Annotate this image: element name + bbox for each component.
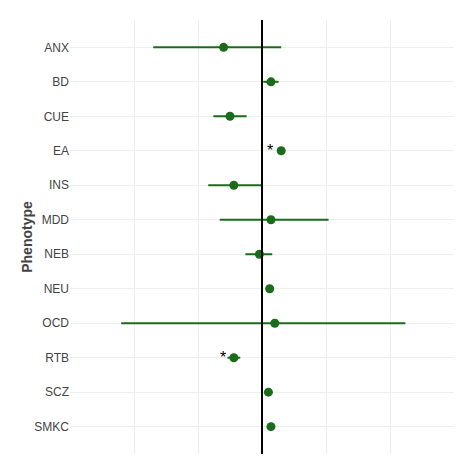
svg-text:RTB: RTB bbox=[45, 351, 69, 365]
svg-text:BD: BD bbox=[52, 75, 69, 89]
svg-text:NEU: NEU bbox=[44, 282, 69, 296]
svg-text:Phenotype: Phenotype bbox=[19, 201, 35, 273]
svg-text:EA: EA bbox=[53, 144, 69, 158]
svg-text:SCZ: SCZ bbox=[45, 385, 69, 399]
svg-text:*: * bbox=[220, 349, 226, 366]
svg-text:SMKC: SMKC bbox=[34, 420, 69, 434]
svg-text:CUE: CUE bbox=[44, 110, 69, 124]
svg-text:*: * bbox=[267, 142, 273, 159]
svg-text:OCD: OCD bbox=[42, 316, 69, 330]
svg-text:MDD: MDD bbox=[42, 213, 70, 227]
svg-text:NEB: NEB bbox=[44, 247, 69, 261]
svg-text:ANX: ANX bbox=[44, 41, 69, 55]
svg-text:INS: INS bbox=[49, 178, 69, 192]
